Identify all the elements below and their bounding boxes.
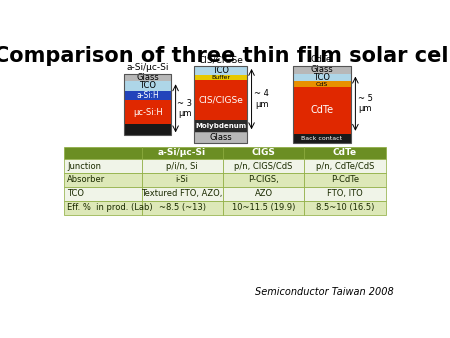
Text: CIS/CIGSe: CIS/CIGSe	[198, 55, 243, 64]
Text: Semiconductor Taiwan 2008: Semiconductor Taiwan 2008	[255, 287, 393, 296]
Text: Buffer: Buffer	[211, 75, 230, 80]
Text: AZO: AZO	[255, 189, 273, 198]
Bar	[125, 100, 171, 124]
Text: CdTe: CdTe	[333, 148, 357, 158]
Bar	[64, 147, 141, 159]
Text: TCO: TCO	[67, 189, 84, 198]
Bar	[292, 87, 351, 134]
Text: ~ 3
μm: ~ 3 μm	[177, 99, 193, 118]
Text: TCO: TCO	[212, 66, 229, 75]
Bar	[223, 173, 304, 187]
Text: P-CdTe: P-CdTe	[331, 175, 359, 185]
Text: a-Si:H: a-Si:H	[136, 91, 159, 100]
Bar	[292, 66, 351, 143]
Bar	[292, 134, 351, 143]
Text: p/n, CdTe/CdS: p/n, CdTe/CdS	[316, 162, 374, 171]
Text: Textured FTO, AZO,: Textured FTO, AZO,	[141, 189, 223, 198]
Bar	[125, 81, 171, 91]
Text: Back contact: Back contact	[301, 136, 342, 141]
Bar	[125, 74, 171, 135]
Bar	[292, 81, 351, 87]
Bar	[64, 173, 141, 187]
Text: μc-Si:H: μc-Si:H	[133, 108, 162, 117]
Text: ~ 5
μm: ~ 5 μm	[358, 94, 373, 114]
Bar	[194, 66, 247, 75]
Text: Junction: Junction	[67, 162, 101, 171]
Bar	[194, 66, 247, 143]
Text: 8.5~10 (16.5): 8.5~10 (16.5)	[316, 203, 374, 212]
Text: Eff. %  in prod. (Lab): Eff. % in prod. (Lab)	[67, 203, 153, 212]
Text: CIGS: CIGS	[252, 148, 275, 158]
Bar	[223, 201, 304, 215]
Bar	[304, 201, 386, 215]
Bar	[64, 159, 141, 173]
Bar	[223, 187, 304, 201]
Bar	[64, 187, 141, 201]
Text: TCO: TCO	[139, 81, 156, 91]
Text: ~ 4
μm: ~ 4 μm	[254, 89, 269, 109]
Bar	[125, 91, 171, 100]
Text: P-CIGS,: P-CIGS,	[248, 175, 279, 185]
Bar	[141, 187, 223, 201]
Text: Glass: Glass	[310, 65, 333, 74]
Text: i-Si: i-Si	[176, 175, 189, 185]
Bar	[141, 159, 223, 173]
Text: Molybdenum: Molybdenum	[195, 123, 246, 129]
Bar	[64, 201, 141, 215]
Text: ~8.5 (~13): ~8.5 (~13)	[159, 203, 206, 212]
Text: a-Si/μc-Si: a-Si/μc-Si	[158, 148, 206, 158]
Bar	[141, 147, 223, 159]
Text: a-Si/μc-Si: a-Si/μc-Si	[126, 63, 169, 72]
Text: Glass: Glass	[209, 133, 232, 142]
Text: CdTe: CdTe	[310, 105, 333, 115]
Bar	[194, 132, 247, 143]
Bar	[292, 74, 351, 81]
Text: Absorber: Absorber	[67, 175, 105, 185]
Bar	[223, 159, 304, 173]
Bar	[292, 66, 351, 74]
Text: CIS/CIGSe: CIS/CIGSe	[198, 95, 243, 104]
Text: p/n, CIGS/CdS: p/n, CIGS/CdS	[234, 162, 293, 171]
Bar	[141, 201, 223, 215]
Text: Glass: Glass	[136, 73, 159, 82]
Bar	[304, 147, 386, 159]
Text: Comparison of three thin film solar cells: Comparison of three thin film solar cell…	[0, 46, 450, 66]
Bar	[194, 120, 247, 132]
Text: TCO: TCO	[313, 73, 330, 82]
Bar	[194, 80, 247, 120]
Text: 10~11.5 (19.9): 10~11.5 (19.9)	[232, 203, 295, 212]
Bar	[125, 124, 171, 135]
Text: CdS: CdS	[315, 81, 328, 87]
Bar	[125, 74, 171, 81]
Bar	[194, 75, 247, 80]
Text: FTO, ITO: FTO, ITO	[327, 189, 363, 198]
Text: p/i/n, Si: p/i/n, Si	[166, 162, 198, 171]
Bar	[141, 173, 223, 187]
Bar	[304, 173, 386, 187]
Bar	[304, 159, 386, 173]
Bar	[223, 147, 304, 159]
Text: CdTe: CdTe	[311, 55, 333, 64]
Bar	[304, 187, 386, 201]
